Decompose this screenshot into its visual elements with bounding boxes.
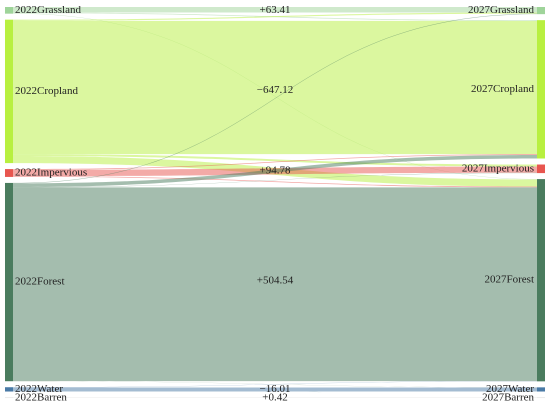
right-node [537,164,545,174]
flow [13,7,537,13]
right-node [537,7,545,15]
right-label: 2027Forest [485,274,535,286]
right-node [537,387,545,392]
flow [13,187,537,382]
change-label: +94.78 [260,164,291,176]
flow [13,381,537,388]
flow [13,13,537,184]
flow [13,154,537,167]
flow [13,387,537,392]
flow [13,13,537,170]
change-label: −16.01 [260,383,291,395]
left-label: 2022Cropland [15,85,78,97]
change-label: −647.12 [257,84,293,96]
change-label: +504.54 [257,275,294,287]
flow [13,176,537,188]
right-node [537,20,545,159]
left-label: 2022Water [15,383,63,395]
left-node [5,387,13,392]
left-node [5,7,13,14]
flow [13,154,537,187]
flow [13,20,537,155]
right-label: 2027Water [486,383,534,395]
left-label: 2022Barren [15,391,67,403]
left-node [5,169,13,177]
flow [13,172,537,188]
right-label: 2027Impervious [462,162,534,174]
flow [13,14,537,388]
left-node [5,182,13,382]
change-label: +0.42 [262,391,287,403]
left-label: 2022Impervious [15,167,87,179]
change-label: +63.41 [260,4,291,16]
right-label: 2027Grassland [468,4,534,16]
flow [13,154,537,170]
left-label: 2022Grassland [15,4,81,16]
right-label: 2027Barren [482,391,534,403]
right-node [537,397,545,399]
flow [13,12,537,21]
right-node [537,179,545,382]
left-node [5,397,13,399]
right-label: 2027Cropland [471,83,534,95]
left-label: 2022Forest [15,276,65,288]
left-node [5,19,13,164]
